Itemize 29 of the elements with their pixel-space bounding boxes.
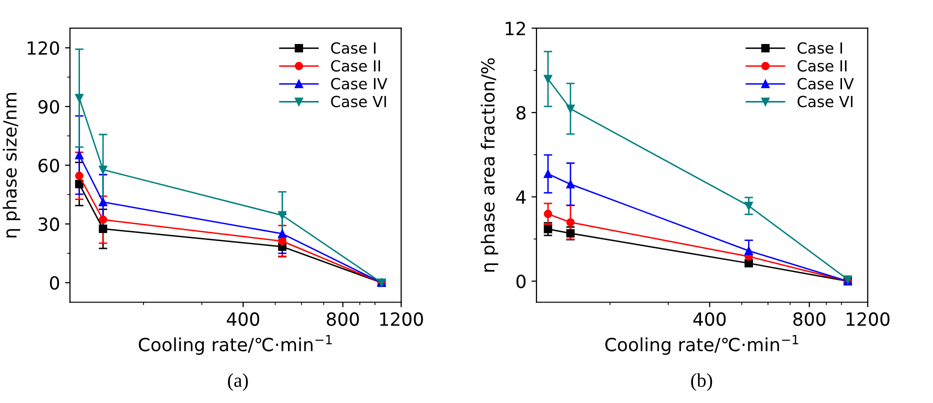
y-tick-label: 0 xyxy=(50,276,60,290)
x-tick-label: 1200 xyxy=(380,312,423,326)
legend-label: Case IV xyxy=(331,78,388,90)
y-tick-label: 4 xyxy=(516,190,526,204)
y-tick-label: 60 xyxy=(38,158,60,172)
x-axis-title: Cooling rate/℃·min$^{−1}$ xyxy=(605,335,798,355)
legend-label: Case VI xyxy=(331,96,386,108)
x-axis-title: Cooling rate/℃·min$^{−1}$ xyxy=(138,335,332,355)
x-tick-label: 400 xyxy=(226,312,260,326)
x-tick-label: 800 xyxy=(326,312,359,326)
x-tick-label: 800 xyxy=(793,312,826,326)
y-tick-label: 12 xyxy=(506,22,525,36)
x-tick-label: 1200 xyxy=(846,312,890,326)
y-tick-label: 30 xyxy=(38,217,60,232)
y-tick-label: 0 xyxy=(516,274,526,288)
y-axis-title: η phase size/nm xyxy=(2,92,20,238)
legend-label: Case IV xyxy=(798,78,854,90)
y-tick-label: 8 xyxy=(516,106,526,120)
y-axis-title: η phase area fraction/% xyxy=(480,58,498,272)
legend-label: Case I xyxy=(331,42,376,54)
text: (b) xyxy=(691,373,712,391)
y-tick-label: 90 xyxy=(38,100,60,114)
x-tick-label: 400 xyxy=(693,312,726,326)
legend-label: Case VI xyxy=(798,96,852,108)
text: (a) xyxy=(228,373,248,391)
legend-label: Case II xyxy=(331,60,380,72)
legend-label: Case I xyxy=(798,42,842,54)
y-tick-label: 120 xyxy=(28,41,60,55)
legend-label: Case II xyxy=(798,60,846,72)
